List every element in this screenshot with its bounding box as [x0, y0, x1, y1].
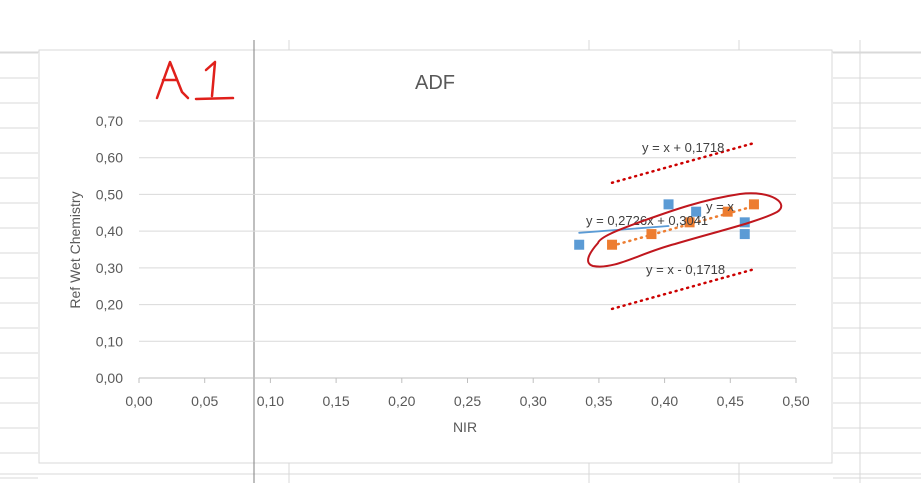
trend-line	[578, 225, 670, 234]
x-tick-label: 0,20	[388, 393, 415, 409]
y-tick-label: 0,00	[96, 370, 123, 386]
data-point	[739, 229, 750, 240]
data-points	[574, 199, 759, 250]
trend-line	[610, 204, 756, 248]
y-tick-label: 0,20	[96, 297, 123, 313]
x-tick-label: 0,35	[585, 393, 612, 409]
data-point	[663, 199, 674, 210]
trend-line	[610, 268, 756, 311]
y-tick-label: 0,40	[96, 223, 123, 239]
data-point	[574, 239, 585, 250]
data-point	[722, 206, 733, 217]
x-tick-label: 0,30	[520, 393, 547, 409]
x-tick-label: 0,25	[454, 393, 481, 409]
y-tick-label: 0,30	[96, 260, 123, 276]
data-point	[646, 229, 657, 240]
trend-lines	[578, 141, 756, 311]
y-tick-label: 0,70	[96, 113, 123, 129]
line-equation-label: y = x + 0,1718	[642, 140, 724, 155]
handdrawn-ellipse	[587, 192, 783, 268]
data-point	[739, 217, 750, 228]
x-tick-label: 0,50	[782, 393, 809, 409]
line-equation-label: y = x - 0,1718	[646, 262, 725, 277]
y-tick-label: 0,10	[96, 333, 123, 349]
x-tick-label: 0,05	[191, 393, 218, 409]
x-tick-label: 0,10	[257, 393, 284, 409]
data-point	[691, 206, 702, 217]
line-equation-label: y = x	[706, 199, 734, 214]
chart-title: ADF	[415, 72, 455, 94]
x-tick-label: 0,45	[717, 393, 744, 409]
y-tick-label: 0,50	[96, 186, 123, 202]
x-tick-label: 0,40	[651, 393, 678, 409]
x-axis-title: NIR	[453, 419, 477, 435]
x-axis-ticks: 0,00 0,05 0,10 0,15 0,20 0,25 0,30 0,35 0,40 0,45…	[125, 378, 810, 409]
data-point	[748, 199, 759, 210]
y-tick-label: 0,60	[96, 150, 123, 166]
trend-line	[610, 141, 756, 185]
y-axis-ticks: 0,00 0,10 0,20 0,30 0,40 0,50 0,60 0,70	[96, 113, 123, 386]
handwritten-annotation: A1	[155, 60, 235, 101]
x-tick-label: 0,15	[322, 393, 349, 409]
y-axis-title: Ref Wet Chemistry	[67, 191, 83, 308]
chart-area[interactable]	[38, 49, 833, 464]
data-point	[607, 239, 618, 250]
data-point	[684, 217, 695, 228]
x-tick-label: 0,00	[125, 393, 152, 409]
